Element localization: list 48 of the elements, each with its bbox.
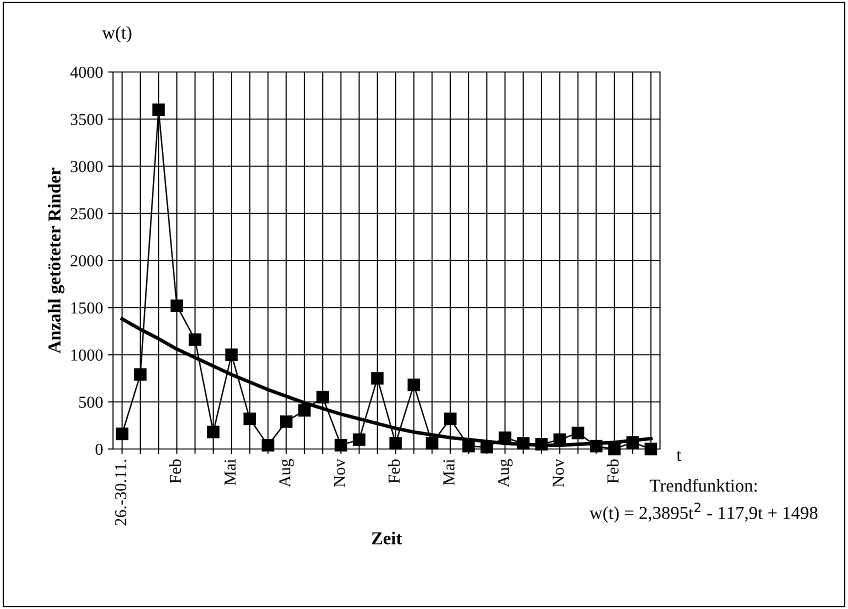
point: [298, 404, 311, 417]
point: [444, 412, 457, 426]
y-tick-label: 0: [96, 444, 103, 455]
x-tick-label: Mai: [224, 459, 236, 486]
point: [352, 433, 366, 446]
x-tick-label: Feb: [606, 459, 619, 484]
x-tick-label: Aug: [498, 459, 513, 488]
point: [280, 415, 292, 428]
point: [316, 390, 329, 404]
point: [225, 348, 238, 361]
x-tick-label: Nov: [334, 458, 346, 487]
x-axis-title: Zeit: [372, 532, 402, 544]
text: w(t): [102, 26, 132, 42]
x-tick-label: Nov: [552, 458, 564, 487]
point: [170, 299, 184, 312]
y-tick-label: 500: [79, 396, 103, 408]
point: [389, 437, 402, 450]
y-tick-label: 1500: [71, 302, 103, 314]
x-tick-label: 26.-30.11.: [115, 460, 126, 526]
text: w(t) = 2,3895t$^{2}$ - 117,9t + 1498: [589, 502, 818, 523]
x-tick-label: Feb: [388, 459, 400, 484]
point: [134, 368, 147, 381]
point: [572, 426, 584, 440]
x-tick-label: Mai: [443, 459, 454, 486]
y-tick-label: 2000: [70, 255, 103, 266]
point: [371, 372, 384, 385]
point: [188, 333, 202, 346]
y-tick-label: 1000: [71, 349, 103, 361]
text: Trendfunktion:: [650, 478, 757, 492]
point: [462, 440, 475, 452]
point: [116, 428, 128, 440]
y-axis-title: Anzahl getöteter Rinder: [48, 168, 64, 354]
y-tick-label: 2500: [70, 208, 103, 220]
point: [207, 426, 220, 438]
point: [244, 412, 256, 426]
x-tick-label: Aug: [279, 459, 294, 488]
point: [334, 438, 348, 452]
point: [262, 438, 274, 452]
point: [408, 378, 420, 392]
y-tick-label: 4000: [70, 66, 103, 78]
x-tick-label: Feb: [169, 459, 181, 484]
y-tick-label: 3000: [70, 160, 103, 172]
text: t: [676, 450, 682, 462]
y-tick-label: 3500: [70, 114, 103, 126]
point: [608, 442, 621, 456]
point: [426, 437, 438, 450]
point: [152, 103, 165, 116]
point: [644, 442, 658, 456]
